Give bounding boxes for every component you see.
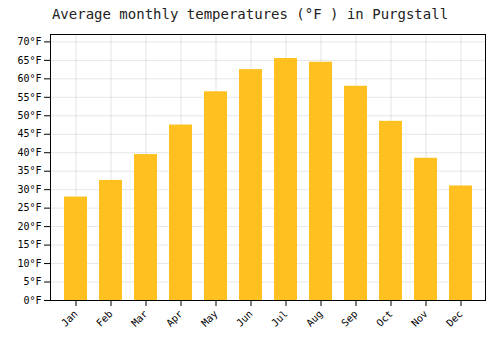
svg-text:Apr: Apr	[164, 308, 185, 329]
svg-text:50°F: 50°F	[17, 110, 41, 121]
svg-text:15°F: 15°F	[17, 239, 41, 250]
svg-text:Jul: Jul	[269, 308, 290, 329]
svg-text:Aug: Aug	[304, 308, 325, 329]
svg-text:25°F: 25°F	[17, 202, 41, 213]
html-text:Average monthly temperatures (: Average monthly temperatures (°F ) in Pu…	[51, 6, 449, 22]
svg-text:Feb: Feb	[94, 308, 115, 329]
svg-text:70°F: 70°F	[17, 36, 41, 47]
svg-text:30°F: 30°F	[17, 184, 41, 195]
svg-text:10°F: 10°F	[17, 258, 41, 269]
svg-text:5°F: 5°F	[23, 276, 41, 287]
svg-text:Oct: Oct	[374, 308, 395, 329]
svg-text:Jan: Jan	[59, 308, 80, 329]
svg-text:20°F: 20°F	[17, 221, 41, 232]
svg-text:Nov: Nov	[409, 308, 430, 329]
svg-text:45°F: 45°F	[17, 128, 41, 139]
svg-text:0°F: 0°F	[23, 295, 41, 306]
svg-text:65°F: 65°F	[17, 55, 41, 66]
svg-text:55°F: 55°F	[17, 92, 41, 103]
svg-text:Dec: Dec	[444, 308, 465, 329]
svg-text:Mar: Mar	[129, 308, 150, 329]
svg-text:35°F: 35°F	[17, 165, 41, 176]
svg-text:Sep: Sep	[339, 308, 360, 329]
svg-text:40°F: 40°F	[17, 147, 41, 158]
svg-text:60°F: 60°F	[17, 73, 41, 84]
svg-text:Jun: Jun	[234, 308, 255, 329]
svg-text:May: May	[199, 308, 220, 329]
